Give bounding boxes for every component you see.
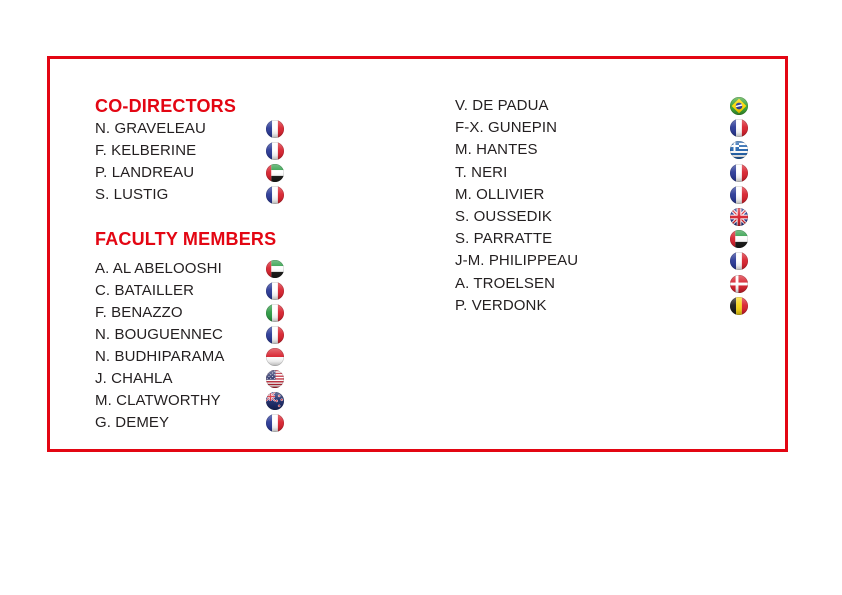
uae-flag-icon [730, 230, 748, 249]
france-flag-icon [730, 252, 748, 271]
member-name: P. LANDREAU [95, 164, 195, 181]
france-flag-icon [266, 414, 284, 432]
member-row: S. LUSTIG [95, 184, 425, 206]
member-row: T. NERI [455, 162, 785, 184]
member-name: T. NERI [455, 163, 508, 181]
member-row: A. TROELSEN [455, 273, 785, 295]
member-row: F. BENAZZO [95, 302, 425, 324]
member-row: S. OUSSEDIK [455, 206, 785, 228]
member-row: F-X. GUNEPIN [455, 117, 785, 139]
member-row: M. OLLIVIER [455, 184, 785, 206]
member-row: V. DE PADUA [455, 95, 785, 117]
member-name: N. BOUGUENNEC [95, 326, 223, 343]
member-name: F-X. GUNEPIN [455, 119, 558, 137]
member-row: N. BOUGUENNEC [95, 324, 425, 346]
greece-flag-icon [730, 141, 748, 160]
member-name: M. OLLIVIER [455, 185, 545, 203]
member-name: F. KELBERINE [95, 142, 197, 159]
faculty-frame: CO-DIRECTORS N. GRAVELEAU F. KELBERINE [47, 56, 788, 452]
usa-flag-icon [266, 370, 284, 388]
member-name: A. TROELSEN [455, 274, 556, 292]
member-row: P. VERDONK [455, 295, 785, 317]
member-name: N. GRAVELEAU [95, 120, 206, 137]
france-flag-icon [730, 185, 748, 204]
member-name: S. LUSTIG [95, 186, 169, 203]
member-row: C. BATAILLER [95, 280, 425, 302]
uae-flag-icon [266, 164, 284, 182]
member-name: J-M. PHILIPPEAU [455, 252, 579, 270]
member-name: M. HANTES [455, 141, 538, 159]
france-flag-icon [266, 142, 284, 160]
member-row: M. HANTES [455, 139, 785, 161]
section-title: CO-DIRECTORS [95, 96, 237, 116]
member-name: F. BENAZZO [95, 304, 183, 321]
member-name: P. VERDONK [455, 296, 547, 314]
member-row: G. DEMEY [95, 412, 425, 434]
france-flag-icon [266, 282, 284, 300]
member-name: C. BATAILLER [95, 282, 195, 299]
section-title: FACULTY MEMBERS [95, 229, 277, 249]
member-name: M. CLATWORTHY [95, 392, 221, 409]
member-name: A. AL ABELOOSHI [95, 260, 222, 277]
member-name: N. BUDHIPARAMA [95, 348, 225, 365]
france-flag-icon [730, 119, 748, 138]
uae-flag-icon [266, 260, 284, 278]
member-name: S. OUSSEDIK [455, 207, 552, 225]
member-row: F. KELBERINE [95, 140, 425, 162]
right-column: V. DE PADUA F-X. GUNEPIN [455, 95, 785, 317]
section-co-directors: CO-DIRECTORS N. GRAVELEAU F. KELBERINE [95, 95, 425, 206]
belgium-flag-icon [730, 296, 748, 315]
member-name: J. CHAHLA [95, 370, 173, 387]
member-row: A. AL ABELOOSHI [95, 258, 425, 280]
member-name: G. DEMEY [95, 414, 170, 431]
member-row: N. GRAVELEAU [95, 118, 425, 140]
left-column: CO-DIRECTORS N. GRAVELEAU F. KELBERINE [95, 95, 425, 434]
france-flag-icon [266, 326, 284, 344]
uk-flag-icon [730, 207, 748, 226]
member-row: J-M. PHILIPPEAU [455, 250, 785, 272]
member-row: S. PARRATTE [455, 228, 785, 250]
brazil-flag-icon [730, 97, 748, 115]
member-name: V. DE PADUA [455, 97, 549, 114]
france-flag-icon [266, 186, 284, 204]
member-row: J. CHAHLA [95, 368, 425, 390]
indonesia-flag-icon [266, 348, 284, 366]
france-flag-icon [730, 163, 748, 182]
section-faculty-members: FACULTY MEMBERS A. AL ABELOOSHI C. BATAIL… [95, 228, 425, 434]
member-name: S. PARRATTE [455, 230, 553, 248]
member-row: N. BUDHIPARAMA [95, 346, 425, 368]
denmark-flag-icon [730, 274, 748, 293]
member-row: P. LANDREAU [95, 162, 425, 184]
member-row: M. CLATWORTHY [95, 390, 425, 412]
new-zealand-flag-icon [266, 392, 284, 410]
france-flag-icon [266, 120, 284, 138]
italy-flag-icon [266, 304, 284, 322]
